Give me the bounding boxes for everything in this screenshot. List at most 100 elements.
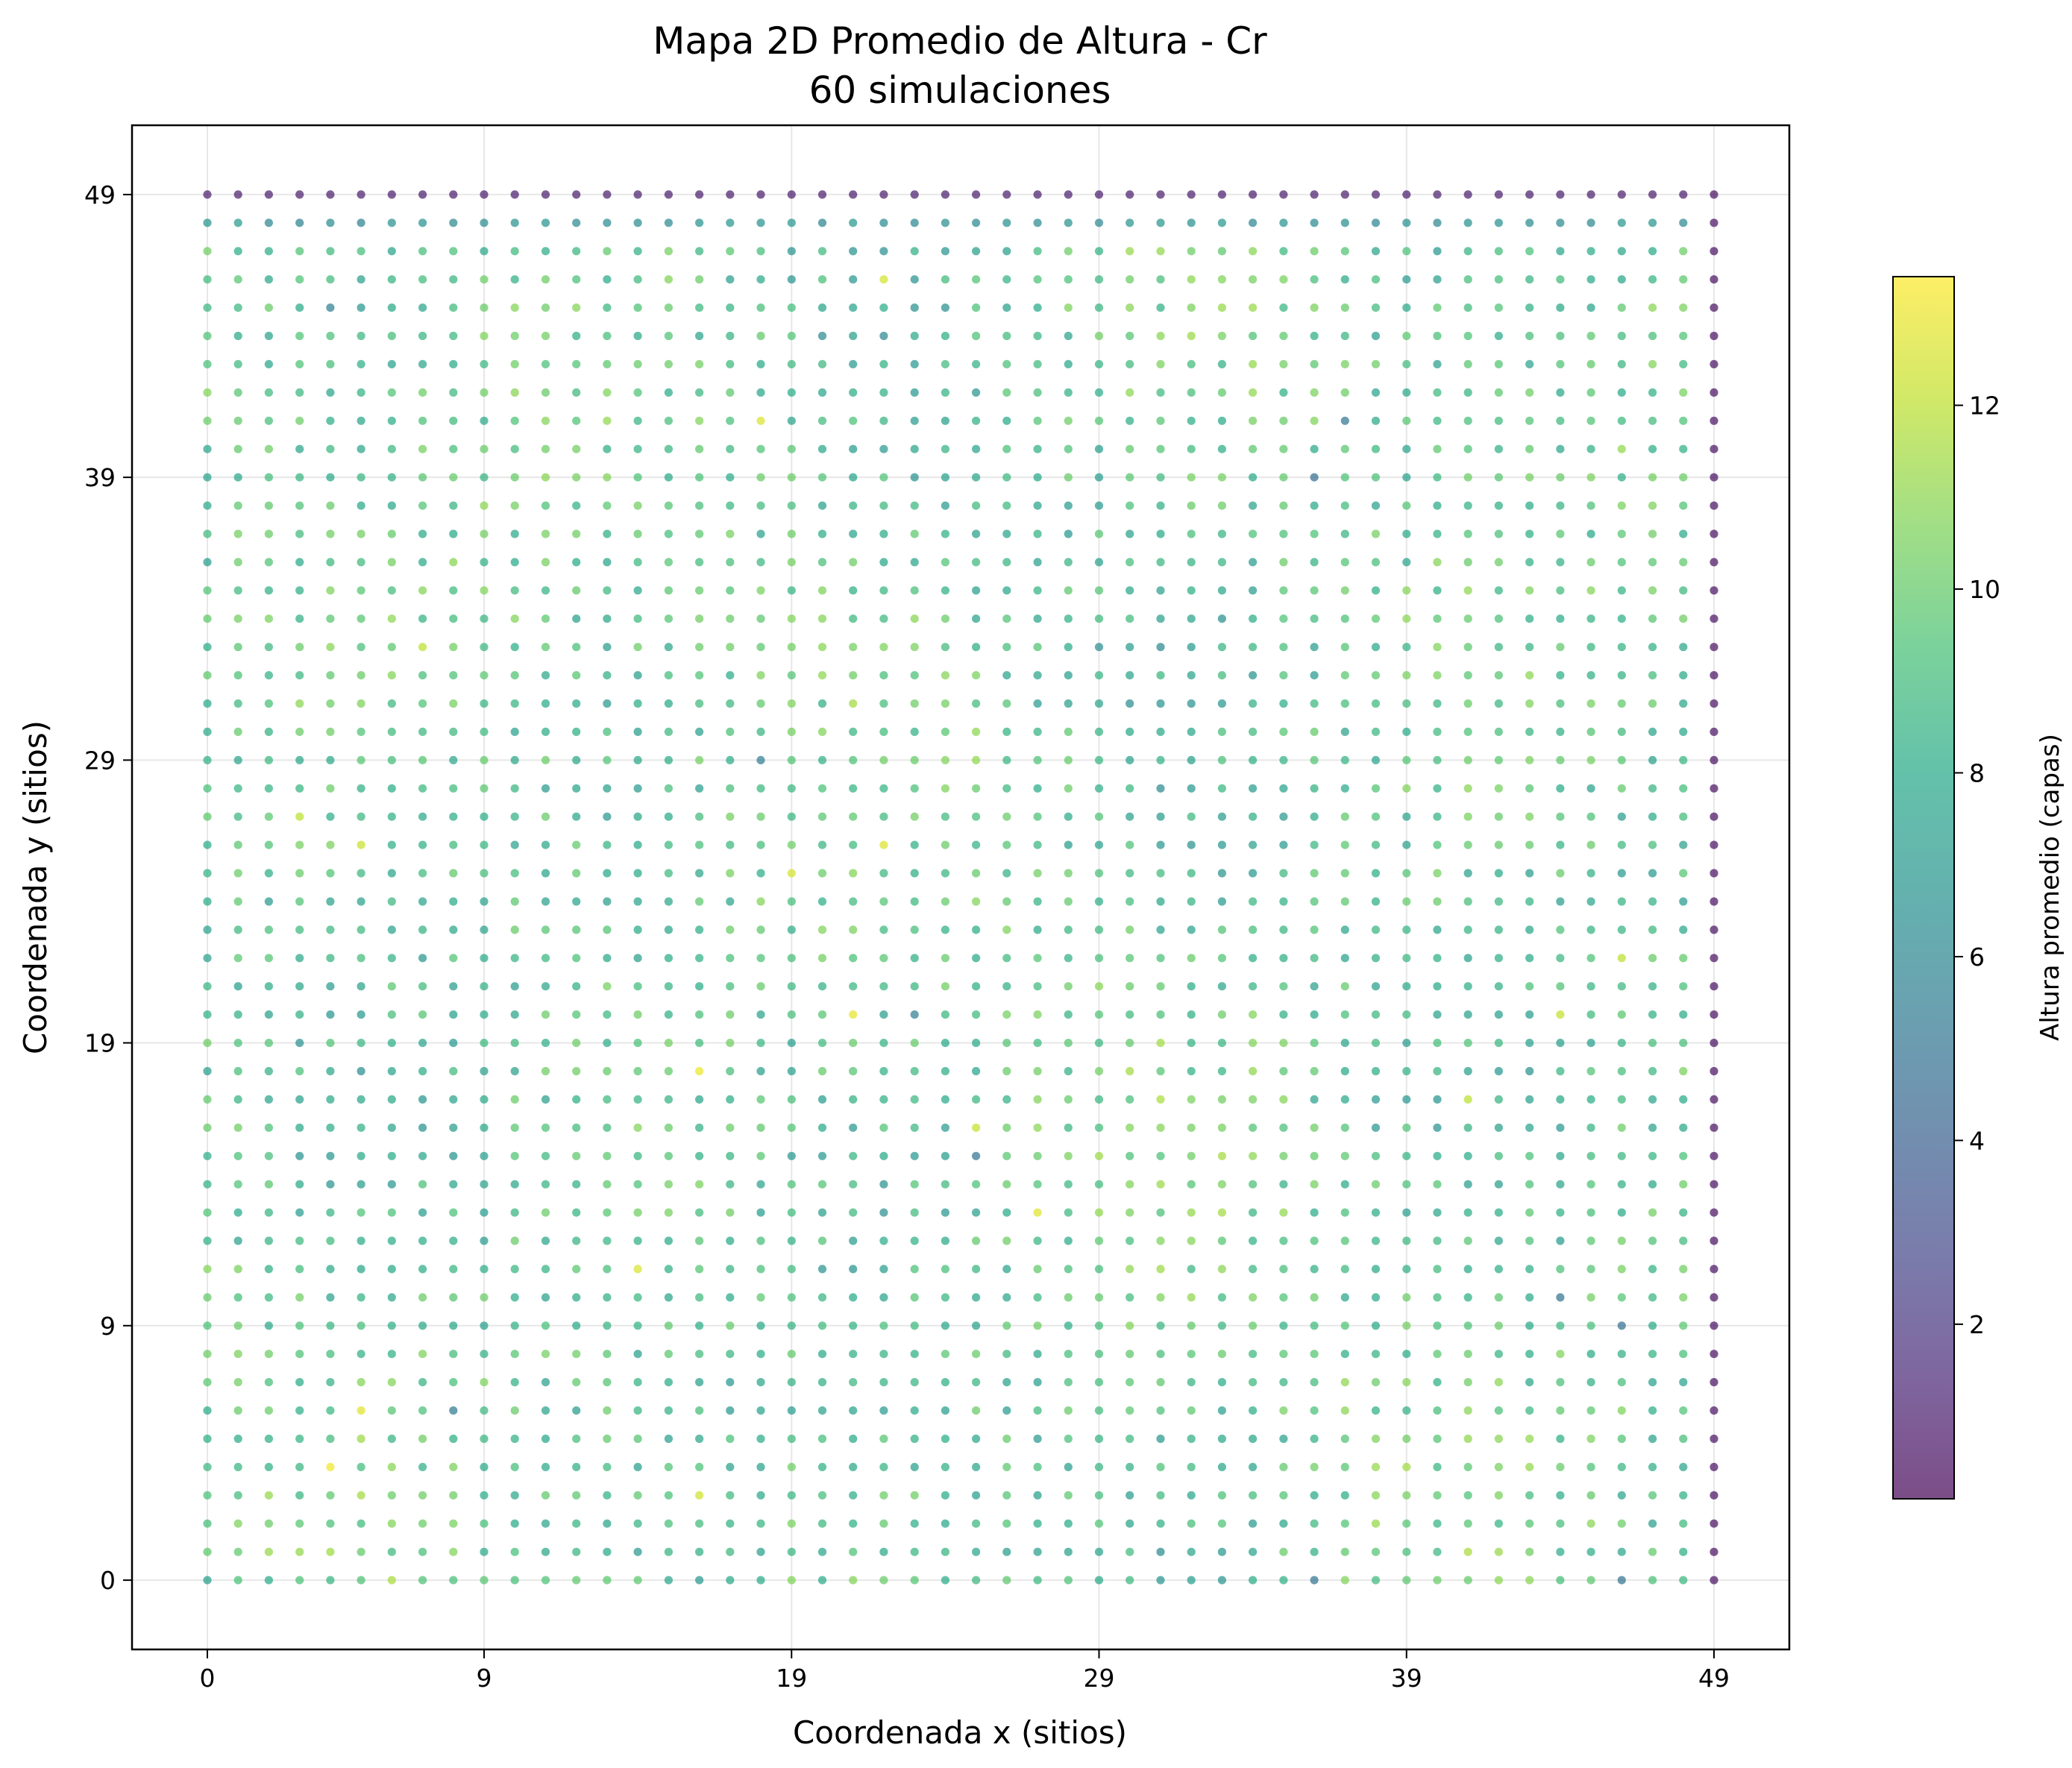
scatter-point — [1279, 1265, 1288, 1274]
scatter-point — [264, 897, 273, 906]
scatter-point — [941, 359, 949, 368]
scatter-point — [664, 1208, 674, 1217]
scatter-point — [357, 671, 365, 680]
scatter-point — [972, 1095, 981, 1104]
scatter-point — [849, 812, 858, 821]
scatter-point — [1556, 1123, 1565, 1132]
scatter-point — [1433, 473, 1442, 482]
scatter-point — [695, 529, 704, 538]
scatter-point — [510, 812, 519, 821]
scatter-point — [480, 303, 489, 312]
scatter-point — [1586, 1350, 1595, 1359]
scatter-point — [357, 1010, 365, 1019]
scatter-point — [1002, 501, 1011, 510]
scatter-point — [1002, 869, 1011, 878]
scatter-point — [480, 869, 489, 878]
scatter-point — [695, 1265, 704, 1274]
scatter-point — [1217, 1095, 1226, 1104]
scatter-point — [879, 1293, 888, 1302]
scatter-point — [1187, 643, 1196, 652]
scatter-point — [449, 869, 458, 878]
scatter-point — [849, 359, 858, 368]
scatter-point — [326, 1265, 335, 1274]
scatter-point — [1156, 444, 1165, 453]
scatter-point — [1126, 1180, 1134, 1189]
scatter-point — [1340, 1039, 1349, 1048]
scatter-point — [541, 1066, 550, 1076]
scatter-point — [726, 1236, 735, 1245]
scatter-point — [1525, 755, 1534, 764]
scatter-point — [695, 1066, 704, 1076]
scatter-point — [326, 1547, 335, 1556]
scatter-point — [1648, 1350, 1657, 1359]
scatter-point — [295, 388, 304, 397]
scatter-point — [510, 1095, 519, 1104]
scatter-point — [910, 1180, 919, 1189]
scatter-point — [480, 388, 489, 397]
scatter-point — [1094, 529, 1104, 538]
scatter-point — [418, 1321, 427, 1330]
scatter-point — [695, 473, 704, 482]
scatter-point — [1617, 1519, 1626, 1528]
scatter-point — [233, 699, 242, 708]
scatter-point — [295, 501, 304, 510]
scatter-point — [1463, 247, 1472, 256]
scatter-point — [387, 784, 396, 793]
scatter-point — [1586, 1265, 1595, 1274]
scatter-point — [1494, 671, 1503, 680]
scatter-point — [387, 1434, 396, 1444]
scatter-point — [541, 1293, 550, 1302]
scatter-point — [787, 529, 796, 538]
scatter-point — [633, 1265, 642, 1274]
scatter-point — [1679, 218, 1688, 227]
scatter-point — [817, 1180, 827, 1189]
scatter-point — [1494, 501, 1503, 510]
scatter-point — [449, 1236, 458, 1245]
scatter-point — [1402, 247, 1411, 256]
scatter-point — [787, 812, 796, 821]
scatter-point — [1586, 416, 1595, 425]
scatter-point — [633, 755, 642, 764]
scatter-point — [1556, 1378, 1565, 1387]
scatter-point — [264, 529, 273, 538]
scatter-point — [233, 1547, 242, 1556]
scatter-point — [603, 331, 612, 341]
scatter-point — [1556, 388, 1565, 397]
scatter-point — [1217, 331, 1226, 341]
scatter-point — [1187, 190, 1196, 199]
scatter-point — [1002, 727, 1011, 737]
scatter-point — [1310, 1293, 1319, 1302]
scatter-point — [1371, 1123, 1381, 1132]
scatter-point — [879, 925, 888, 934]
scatter-point — [357, 1576, 365, 1585]
scatter-point — [1556, 1434, 1565, 1444]
scatter-point — [1217, 671, 1226, 680]
scatter-point — [1617, 755, 1626, 764]
scatter-point — [756, 359, 765, 368]
scatter-point — [1494, 1547, 1503, 1556]
scatter-point — [787, 1293, 796, 1302]
scatter-point — [941, 1066, 949, 1076]
scatter-point — [1340, 755, 1349, 764]
scatter-point — [726, 1321, 735, 1330]
scatter-point — [1556, 218, 1565, 227]
scatter-point — [756, 727, 765, 737]
scatter-point — [787, 1010, 796, 1019]
scatter-point — [941, 473, 949, 482]
scatter-point — [1187, 444, 1196, 453]
scatter-point — [1310, 671, 1319, 680]
scatter-point — [664, 416, 674, 425]
scatter-point — [1187, 1378, 1196, 1387]
scatter-point — [572, 982, 581, 991]
scatter-point — [203, 925, 212, 934]
scatter-point — [1279, 1123, 1288, 1132]
scatter-point — [1126, 303, 1134, 312]
scatter-point — [541, 614, 550, 623]
scatter-point — [817, 303, 827, 312]
scatter-point — [1586, 755, 1595, 764]
scatter-point — [449, 1378, 458, 1387]
scatter-point — [326, 529, 335, 538]
scatter-point — [541, 1039, 550, 1048]
scatter-point — [1586, 1151, 1595, 1160]
scatter-point — [1433, 1462, 1442, 1471]
